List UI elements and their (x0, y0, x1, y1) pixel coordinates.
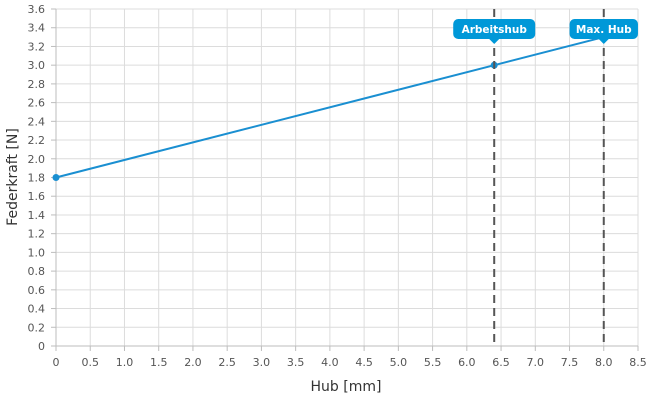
x-tick-label: 3.0 (253, 356, 271, 369)
y-tick-label: 2.2 (28, 134, 46, 147)
y-tick-label: 0 (38, 340, 45, 353)
x-tick-label: 1.0 (116, 356, 134, 369)
x-tick-label: 6.0 (458, 356, 476, 369)
y-tick-label: 2.6 (28, 97, 46, 110)
y-tick-label: 3.0 (28, 59, 46, 72)
x-tick-label: 4.5 (355, 356, 373, 369)
x-tick-label: 4.0 (321, 356, 339, 369)
y-tick-label: 0.8 (28, 265, 46, 278)
marker-label-text: Arbeitshub (462, 24, 528, 36)
y-tick-label: 3.6 (28, 3, 46, 16)
marker-label-text: Max. Hub (576, 24, 632, 36)
marker-label: Arbeitshub (453, 19, 536, 44)
y-tick-label: 1.8 (28, 172, 46, 185)
y-tick-label: 2.8 (28, 78, 46, 91)
series (52, 36, 605, 181)
x-tick-label: 0.5 (81, 356, 99, 369)
y-tick-label: 3.2 (28, 40, 46, 53)
x-tick-label: 0 (53, 356, 60, 369)
data-point (52, 174, 60, 181)
x-tick-label: 8.0 (595, 356, 613, 369)
x-tick-label: 1.5 (150, 356, 168, 369)
marker-label-pointer (598, 39, 609, 44)
marker-label-box (569, 19, 638, 39)
marker-label-pointer (489, 39, 500, 44)
x-tick-label: 5.5 (424, 356, 442, 369)
y-tick-label: 1.0 (28, 246, 46, 259)
y-tick-label: 0.4 (28, 303, 46, 316)
x-tick-label: 7.5 (561, 356, 579, 369)
y-tick-label: 2.4 (28, 115, 46, 128)
x-tick-label: 3.5 (287, 356, 305, 369)
y-tick-label: 0.2 (28, 321, 46, 334)
x-axis-title: Hub [mm] (311, 379, 382, 395)
x-tick-label: 7.0 (527, 356, 545, 369)
y-tick-label: 3.4 (28, 22, 46, 35)
x-axis-ticks: 0 0.5 1.0 1.5 2.0 2.5 3.0 3.5 4.0 4.5 5.0 5.5 6.0 6.5… (53, 346, 647, 369)
y-tick-label: 1.6 (28, 190, 46, 203)
reference-markers: Arbeitshub Max. Hub (453, 9, 638, 346)
marker-label: Max. Hub (569, 19, 638, 44)
x-tick-label: 2.0 (184, 356, 202, 369)
x-tick-label: 8.5 (629, 356, 647, 369)
grid (55, 8, 639, 347)
y-tick-label: 1.4 (28, 209, 46, 222)
y-axis-ticks: 0 0.2 0.4 0.6 0.8 1.0 1.2 1.4 1.6 1.8 2.0 2.2 2.4 2.6… (28, 3, 56, 353)
y-tick-label: 2.0 (28, 153, 46, 166)
y-axis-title: Federkraft [N] (5, 128, 21, 226)
x-tick-label: 2.5 (218, 356, 236, 369)
x-tick-label: 5.0 (390, 356, 408, 369)
x-tick-label: 6.5 (492, 356, 510, 369)
marker-label-box (453, 19, 536, 39)
y-tick-label: 0.6 (28, 284, 46, 297)
y-tick-label: 1.2 (28, 228, 46, 241)
